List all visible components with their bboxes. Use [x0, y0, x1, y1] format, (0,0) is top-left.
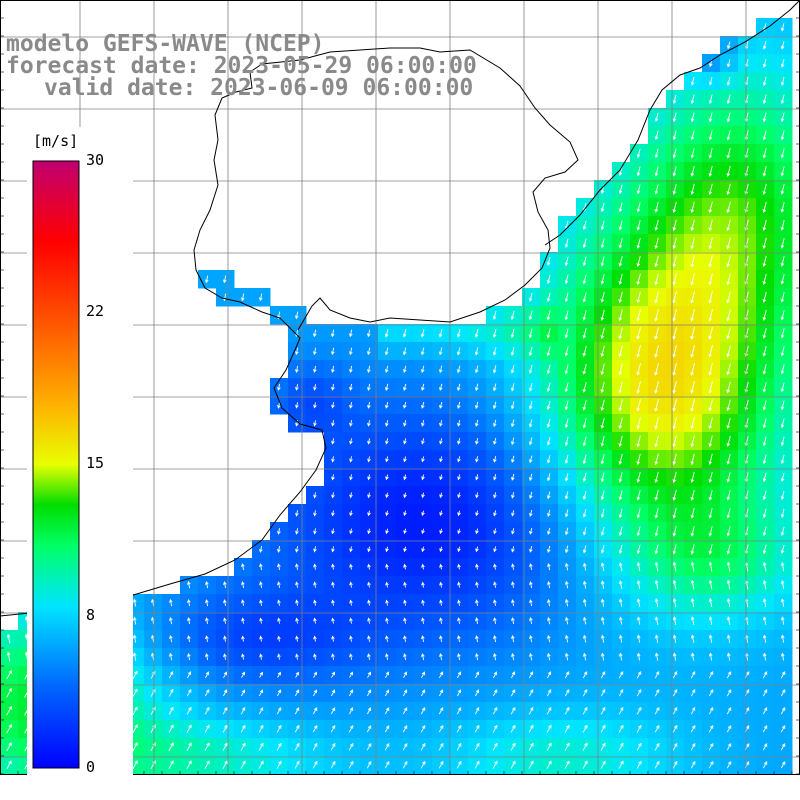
colorbar-tick-8: 8: [86, 606, 96, 624]
coastline: [0, 0, 800, 617]
model-title: modelo GEFS-WAVE (NCEP): [6, 31, 325, 57]
colorbar: [27, 127, 133, 782]
forecast-date: forecast date: 2023-05-29 06:00:00: [6, 53, 477, 79]
colorbar-tick-15: 15: [86, 454, 105, 472]
colorbar-tick-0: 0: [86, 758, 96, 776]
colorbar-tick-30: 30: [86, 151, 105, 169]
colorbar-units: [m/s]: [33, 132, 79, 150]
valid-date: valid date: 2023-06-09 06:00:00: [44, 75, 474, 101]
colorbar-tick-22: 22: [86, 302, 105, 320]
